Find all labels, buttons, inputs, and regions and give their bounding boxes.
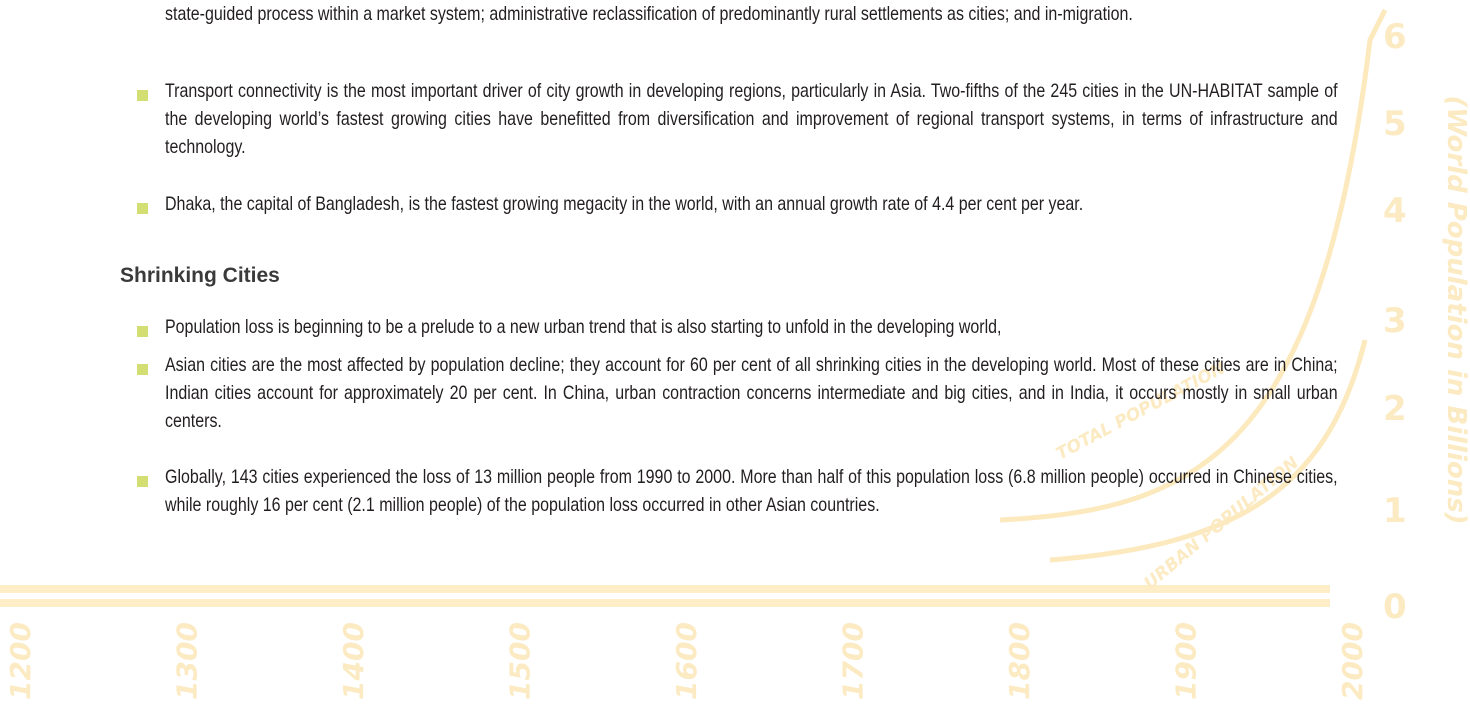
section-heading: Shrinking Cities bbox=[120, 264, 280, 288]
y-label: 1 bbox=[1383, 491, 1407, 531]
paragraph: Globally, 143 cities experienced the los… bbox=[165, 463, 1338, 519]
page: 6 5 4 3 2 1 0 1200 1300 1400 1500 1600 1700 1800 1900 2… bbox=[0, 0, 1470, 704]
x-label: 1700 bbox=[837, 622, 870, 700]
paragraph: Dhaka, the capital of Bangladesh, is the… bbox=[165, 190, 1338, 218]
paragraph: state-guided process within a market sys… bbox=[165, 0, 1338, 28]
y-label: 4 bbox=[1383, 191, 1407, 231]
x-label: 1900 bbox=[1170, 622, 1203, 700]
x-label: 2000 bbox=[1336, 622, 1369, 700]
x-label: 1300 bbox=[171, 622, 204, 700]
paragraph: Population loss is beginning to be a pre… bbox=[165, 313, 1338, 341]
x-label: 1500 bbox=[504, 622, 537, 700]
x-label: 1400 bbox=[337, 622, 370, 700]
axis-title: (World Population in Billions) bbox=[1441, 95, 1470, 524]
paragraph: Asian cities are the most affected by po… bbox=[165, 351, 1338, 435]
bullet bbox=[137, 203, 148, 214]
bullet bbox=[137, 326, 148, 337]
bullet bbox=[137, 90, 148, 101]
y-label: 0 bbox=[1383, 587, 1407, 627]
x-label: 1600 bbox=[670, 622, 703, 700]
y-label: 3 bbox=[1383, 301, 1407, 341]
bullet bbox=[137, 476, 148, 487]
y-label: 2 bbox=[1383, 389, 1407, 429]
x-label: 1200 bbox=[4, 622, 37, 700]
paragraph: Transport connectivity is the most impor… bbox=[165, 77, 1338, 161]
y-label: 6 bbox=[1383, 17, 1407, 57]
y-label: 5 bbox=[1383, 104, 1407, 144]
bullet bbox=[137, 364, 148, 375]
x-label: 1800 bbox=[1003, 622, 1036, 700]
